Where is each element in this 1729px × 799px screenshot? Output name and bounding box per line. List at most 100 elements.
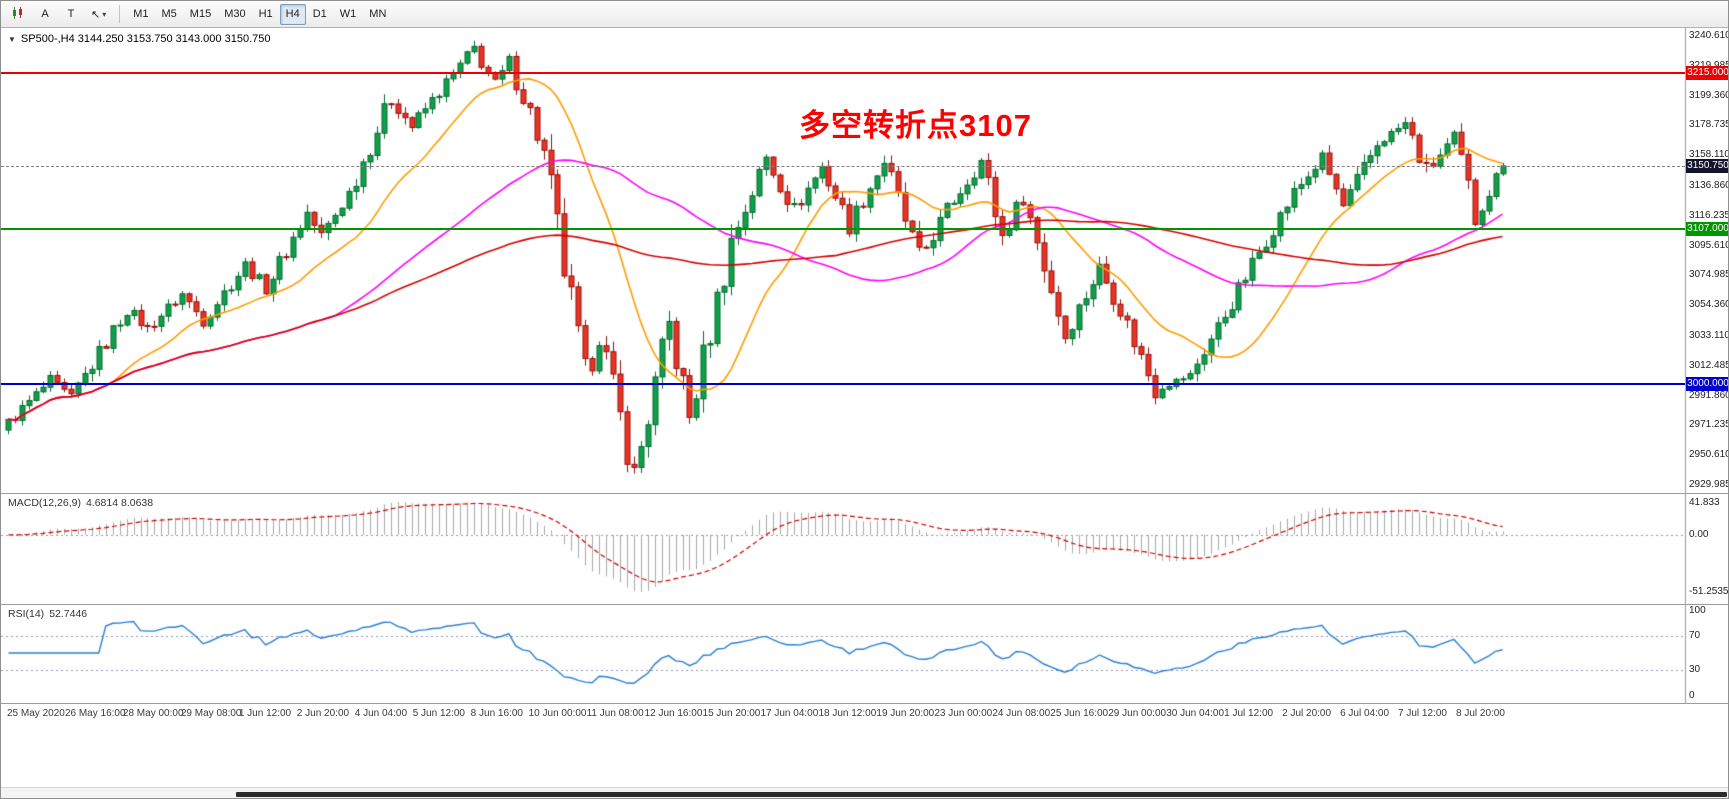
- time-axis[interactable]: 25 May 2020 26 May 16:00 28 May 00:00 29 Ma…: [1, 704, 1728, 724]
- main-chart-canvas[interactable]: [1, 28, 1728, 493]
- time-axis-label: 25 May 2020: [7, 708, 65, 719]
- price-axis-label: 3158.110: [1689, 149, 1729, 161]
- macd-panel: MACD(12,26,9) 4.6814 8.0638 41.833 0.00 -5…: [1, 494, 1729, 604]
- time-axis-label: 12 Jun 16:00: [644, 708, 703, 719]
- hline-3107.000[interactable]: [1, 228, 1685, 231]
- macd-canvas[interactable]: [1, 494, 1728, 604]
- rsi-canvas[interactable]: [1, 605, 1728, 703]
- symbol-ohlc-text: SP500-,H4 3144.250 3153.750 3143.000 315…: [20, 33, 271, 45]
- time-axis-label: 8 Jun 16:00: [470, 708, 523, 719]
- rsi-value: 52.7446: [49, 608, 88, 620]
- autotrade-a-button[interactable]: A: [33, 4, 57, 25]
- macd-title: MACD(12,26,9): [8, 497, 81, 509]
- symbol-ohlc-line: ▼ SP500-,H4 3144.250 3153.750 3143.000 3…: [8, 33, 270, 45]
- time-axis-label: 23 Jun 00:00: [934, 708, 993, 719]
- price-axis-label: 3136.860: [1689, 179, 1729, 191]
- time-axis-label: 28 May 00:00: [122, 708, 184, 719]
- price-axis-label: 3199.360: [1689, 89, 1729, 101]
- rsi-axis-label: 100: [1689, 605, 1706, 616]
- time-axis-label: 18 Jun 12:00: [818, 708, 877, 719]
- timeframe-D1[interactable]: D1: [307, 4, 333, 25]
- current-price-line: [1, 165, 1685, 167]
- panel-separator[interactable]: [1, 493, 1728, 494]
- panel-separator[interactable]: [1, 604, 1728, 605]
- rsi-axis-label: 70: [1689, 629, 1701, 641]
- rsi-panel: RSI(14) 52.7446 100 70 30 0: [1, 605, 1728, 703]
- price-line-badge-3107.000: 3107.000: [1686, 222, 1729, 237]
- timeframe-H1[interactable]: H1: [253, 4, 279, 25]
- main-chart-panel: ▼ SP500-,H4 3144.250 3153.750 3143.000 3…: [1, 28, 1729, 493]
- time-axis-label: 10 Jun 00:00: [528, 708, 587, 719]
- price-axis-label: 2971.235: [1689, 419, 1729, 431]
- price-line-badge-3000.000: 3000.000: [1686, 376, 1729, 391]
- price-axis-label: 3074.985: [1689, 269, 1729, 281]
- timeframe-M15[interactable]: M15: [184, 4, 217, 25]
- time-axis-label: 11 Jun 08:00: [586, 708, 644, 719]
- price-axis-label: 3012.485: [1689, 359, 1729, 371]
- macd-axis-label: 0.00: [1689, 528, 1709, 540]
- time-axis-label: 29 May 08:00: [180, 708, 242, 719]
- timeframe-W1[interactable]: W1: [334, 4, 363, 25]
- toolbar-separator: [119, 5, 121, 23]
- collapse-triangle-icon[interactable]: ▼: [8, 34, 16, 44]
- charts-icon-button[interactable]: [5, 4, 31, 25]
- time-axis-label: 7 Jul 12:00: [1398, 708, 1447, 719]
- price-axis-label: 2991.860: [1689, 389, 1729, 401]
- price-axis-label: 3095.610: [1689, 239, 1729, 251]
- time-axis-label: 2 Jun 20:00: [296, 708, 350, 719]
- timeframe-M30[interactable]: M30: [218, 4, 251, 25]
- time-axis-label: 1 Jul 12:00: [1224, 708, 1274, 719]
- price-line-badge-3215.000: 3215.000: [1686, 66, 1729, 81]
- timeframe-H4[interactable]: H4: [279, 3, 306, 25]
- time-axis-label: 15 Jun 20:00: [702, 708, 761, 719]
- macd-values: 4.6814 8.0638: [85, 497, 154, 509]
- timeframe-MN[interactable]: MN: [363, 4, 392, 25]
- candlestick-chart-icon: [11, 6, 25, 23]
- time-axis-label: 19 Jun 20:00: [876, 708, 935, 719]
- hline-3215.000[interactable]: [1, 72, 1685, 75]
- time-axis-label: 26 May 16:00: [64, 708, 126, 719]
- price-axis-label: 3240.610: [1689, 30, 1729, 41]
- rsi-axis-label: 0: [1689, 690, 1695, 701]
- rsi-title: RSI(14): [8, 608, 45, 620]
- chart-area: ▼ SP500-,H4 3144.250 3153.750 3143.000 3…: [1, 28, 1729, 798]
- rsi-label: RSI(14) 52.7446: [8, 608, 87, 620]
- time-axis-label: 6 Jul 04:00: [1340, 708, 1390, 719]
- macd-axis-label: -51.2535: [1689, 586, 1729, 597]
- time-axis-label: 2 Jul 20:00: [1282, 708, 1332, 719]
- chevron-down-icon: ▾: [102, 9, 107, 19]
- price-axis-label: 3116.235: [1689, 209, 1729, 221]
- price-axis-label: 2929.985: [1689, 479, 1729, 490]
- time-axis-label: 25 Jun 16:00: [1050, 708, 1109, 719]
- time-axis-label: 29 Jun 00:00: [1108, 708, 1167, 719]
- time-axis-label: 30 Jun 04:00: [1166, 708, 1225, 719]
- time-axis-label: 17 Jun 04:00: [760, 708, 819, 719]
- macd-label: MACD(12,26,9) 4.6814 8.0638: [8, 497, 153, 509]
- time-axis-label: 8 Jul 20:00: [1456, 708, 1505, 719]
- toolbar: A T ↖ ▾ M1 M5 M15 M30 H1 H4 D1 W1 MN: [1, 1, 1728, 28]
- cursor-tool-button[interactable]: ↖ ▾: [85, 4, 112, 25]
- hline-3000.000[interactable]: [1, 382, 1685, 385]
- horizontal-scrollbar[interactable]: [1, 787, 1728, 798]
- macd-axis-label: 41.833: [1689, 497, 1720, 508]
- cursor-icon: ↖: [91, 8, 101, 21]
- price-axis-label: 3219.985: [1689, 60, 1728, 71]
- text-tool-button[interactable]: T: [59, 4, 83, 25]
- timeframe-M1[interactable]: M1: [127, 4, 154, 25]
- rsi-axis-label: 30: [1689, 664, 1701, 676]
- price-axis-label: 3178.735: [1689, 119, 1729, 131]
- scrollbar-thumb[interactable]: [236, 792, 1727, 797]
- time-axis-label: 24 Jun 08:00: [992, 708, 1051, 719]
- chart-annotation-text[interactable]: 多空转折点3107: [799, 108, 1032, 143]
- price-axis-label: 2950.610: [1689, 449, 1729, 461]
- time-axis-label: 1 Jun 12:00: [238, 708, 292, 719]
- timeframe-group: M1 M5 M15 M30 H1 H4 D1 W1 MN: [127, 3, 392, 25]
- panel-separator[interactable]: [1, 703, 1728, 704]
- time-axis-label: 5 Jun 12:00: [412, 708, 465, 719]
- price-axis-label: 3033.110: [1689, 329, 1729, 341]
- timeframe-M5[interactable]: M5: [156, 4, 183, 25]
- current-price-badge: 3150.750: [1686, 158, 1729, 173]
- price-axis-label: 3054.360: [1689, 299, 1729, 311]
- time-axis-label: 4 Jun 04:00: [354, 708, 408, 719]
